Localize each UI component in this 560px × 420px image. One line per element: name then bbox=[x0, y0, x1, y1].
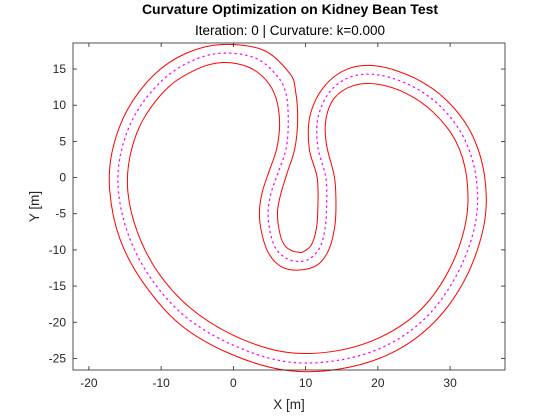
x-tick-label: 30 bbox=[443, 376, 457, 390]
y-tick-label: 5 bbox=[59, 134, 66, 148]
x-tick-label: 10 bbox=[299, 376, 313, 390]
inner-boundary-line bbox=[126, 61, 469, 355]
series-layer bbox=[108, 43, 487, 373]
centerline-dotted bbox=[117, 52, 479, 364]
y-axis-label: Y [m] bbox=[27, 191, 42, 222]
x-tick-label: -10 bbox=[152, 376, 170, 390]
x-tick-label: 20 bbox=[371, 376, 385, 390]
y-tick-label: 10 bbox=[53, 98, 67, 112]
y-tick-label: -10 bbox=[49, 243, 67, 257]
y-tick-label: -5 bbox=[55, 207, 66, 221]
y-tick-label: 0 bbox=[59, 171, 66, 185]
outer-boundary-line bbox=[108, 43, 487, 373]
plot-frame bbox=[72, 42, 506, 371]
y-tick-label: 15 bbox=[53, 62, 67, 76]
chart-subtitle: Iteration: 0 | Curvature: k=0.000 bbox=[195, 23, 385, 38]
x-tick-label: 0 bbox=[230, 376, 237, 390]
y-tick-label: -25 bbox=[49, 351, 67, 365]
chart-title: Curvature Optimization on Kidney Bean Te… bbox=[142, 1, 438, 17]
ticks-layer: -20 -10 0 10 20 30 -25 -20 -15 -10 -5 0 5 10 15 bbox=[49, 43, 505, 390]
y-tick-label: -20 bbox=[49, 315, 67, 329]
x-tick-label: -20 bbox=[80, 376, 98, 390]
y-tick-label: -15 bbox=[49, 279, 67, 293]
x-axis-label: X [m] bbox=[273, 397, 305, 412]
